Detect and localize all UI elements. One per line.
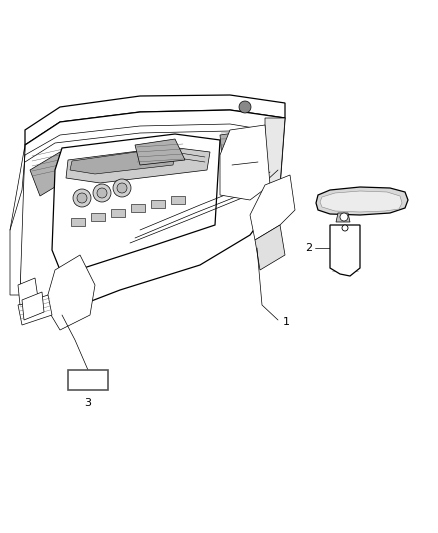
Polygon shape	[30, 152, 70, 196]
Circle shape	[239, 101, 251, 113]
Polygon shape	[336, 213, 350, 222]
Polygon shape	[18, 278, 38, 305]
Ellipse shape	[62, 281, 74, 289]
Polygon shape	[45, 255, 95, 330]
Polygon shape	[135, 139, 185, 165]
Polygon shape	[68, 370, 108, 390]
Polygon shape	[52, 134, 220, 275]
Polygon shape	[320, 191, 402, 212]
Polygon shape	[265, 118, 285, 185]
Polygon shape	[171, 196, 185, 204]
Circle shape	[342, 225, 348, 231]
Circle shape	[113, 179, 131, 197]
Polygon shape	[66, 147, 210, 183]
Text: 1: 1	[283, 317, 290, 327]
Text: 2: 2	[305, 243, 312, 253]
Text: 3: 3	[85, 398, 92, 408]
Circle shape	[93, 184, 111, 202]
Polygon shape	[10, 145, 25, 295]
Polygon shape	[330, 225, 360, 276]
Polygon shape	[18, 295, 52, 325]
Polygon shape	[151, 200, 165, 208]
Polygon shape	[250, 175, 295, 240]
Polygon shape	[255, 225, 285, 270]
Polygon shape	[220, 125, 270, 200]
Polygon shape	[71, 218, 85, 226]
Circle shape	[77, 193, 87, 203]
Polygon shape	[25, 95, 285, 145]
Polygon shape	[91, 213, 105, 221]
Polygon shape	[220, 130, 260, 158]
Polygon shape	[131, 204, 145, 212]
Circle shape	[117, 183, 127, 193]
Circle shape	[340, 213, 348, 221]
Polygon shape	[22, 292, 44, 320]
Polygon shape	[316, 187, 408, 215]
Circle shape	[97, 188, 107, 198]
Polygon shape	[20, 110, 285, 315]
Polygon shape	[111, 209, 125, 217]
Polygon shape	[70, 150, 175, 174]
Circle shape	[73, 189, 91, 207]
